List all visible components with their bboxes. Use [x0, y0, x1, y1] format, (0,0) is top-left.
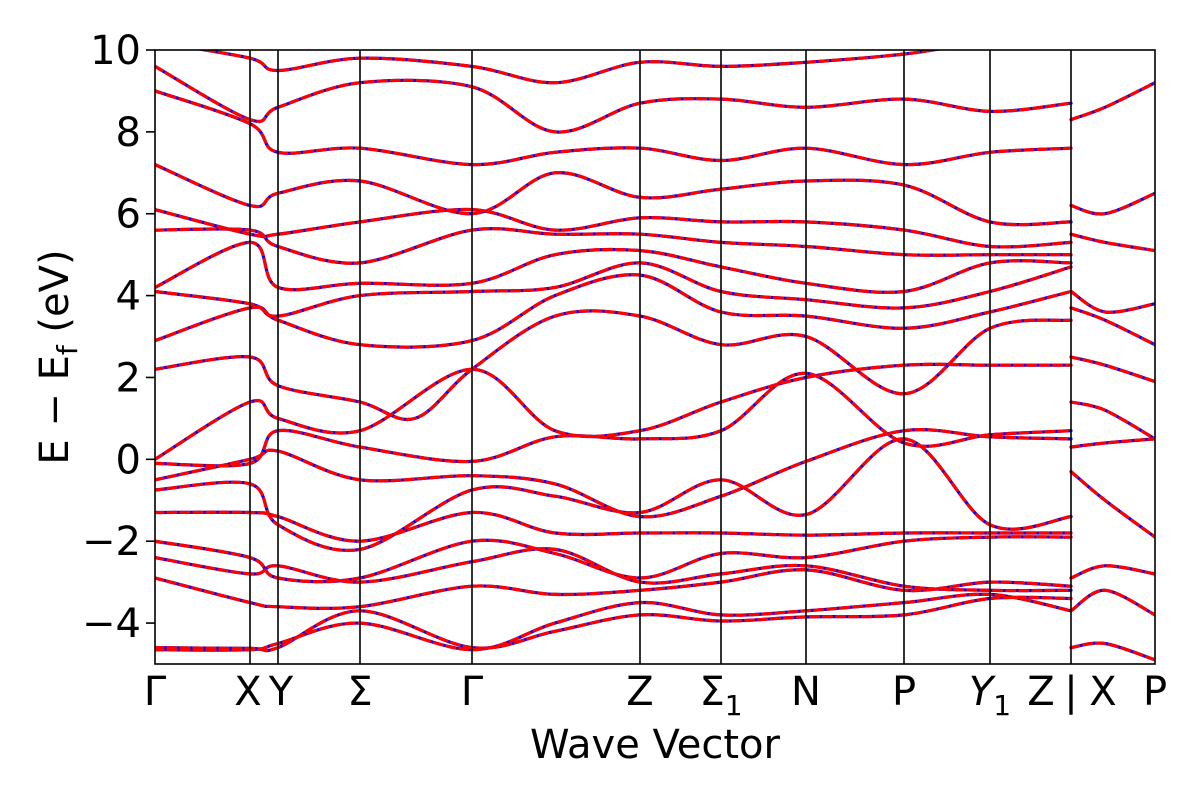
band-30-series-1: [1069, 191, 1155, 216]
band-28-series-1: [1069, 289, 1155, 314]
band-25-series-0: [1069, 400, 1155, 441]
x-tick-label-6-main: Σ: [699, 669, 724, 715]
x-tick-label-4-main: Γ: [461, 669, 484, 715]
x-tick-label-7-main: N: [791, 669, 821, 715]
x-tick-label-8-main: P: [892, 669, 916, 715]
band-19-series-0: [195, 50, 943, 85]
x-tick-label-1: X: [234, 669, 261, 715]
x-tick-label-13-main: P: [1143, 669, 1167, 715]
band-22-series-1: [1069, 564, 1155, 580]
plot-frame: [154, 49, 1156, 665]
x-tick-label-10: Z: [1027, 669, 1054, 715]
y-axis-label-unit: (eV): [32, 249, 78, 345]
y-axis-label: E − Ef (eV): [32, 249, 84, 464]
x-tick-label-12-main: X: [1089, 669, 1116, 715]
y-tick-label-3: 2: [116, 355, 141, 401]
y-tick-label-1: −2: [82, 519, 141, 565]
band-15-series-1: [155, 207, 1073, 249]
x-tick-label-8: P: [892, 669, 916, 715]
band-10-series-1: [155, 309, 1073, 422]
band-7-series-1: [155, 428, 1073, 519]
y-tick-label-5: 6: [116, 192, 141, 238]
band-13-series-1: [155, 240, 1073, 294]
band-21-series-1: [1069, 588, 1155, 617]
kpoint-lines: [249, 50, 1072, 664]
x-tick-label-10-main: Z: [1027, 669, 1054, 715]
x-tick-label-6: Σ1: [699, 669, 742, 722]
y-axis-ticks: −4 −2 0 2 4 6 8 10: [82, 28, 155, 647]
band-7-series-0: [155, 428, 1073, 519]
y-tick-label-4: 4: [116, 274, 141, 320]
band-5-series-1: [155, 510, 1073, 543]
band-26-series-1: [1069, 355, 1155, 384]
band-21-series-0: [1069, 588, 1155, 617]
x-tick-label-13: P: [1143, 669, 1167, 715]
band-4-series-0: [155, 535, 1073, 584]
x-tick-label-9: Y1: [969, 669, 1011, 722]
band-27-series-1: [1069, 306, 1155, 347]
x-tick-label-1-main: X: [234, 669, 261, 715]
bands-layer: [155, 50, 1155, 662]
band-5-series-0: [155, 510, 1073, 543]
x-tick-label-2: Y: [268, 669, 294, 715]
y-tick-label-6: 8: [116, 110, 141, 156]
band-8-series-0: [155, 371, 1073, 468]
x-axis-label: Wave Vector: [530, 722, 781, 768]
y-axis-label-subscript: f: [51, 344, 84, 355]
x-tick-label-12: X: [1089, 669, 1116, 715]
band-24-series-1: [1069, 437, 1155, 449]
band-16-series-0: [155, 163, 1073, 227]
band-8-series-1: [155, 371, 1073, 468]
x-tick-label-9-main: Y: [969, 669, 997, 715]
y-tick-label-0: −4: [82, 601, 141, 647]
x-tick-label-11-main: |: [1064, 669, 1077, 715]
band-18-series-1: [155, 64, 1073, 134]
x-axis-ticks: Γ X Y Σ Γ Z Σ1 N P Y1 Z | X P: [144, 669, 1167, 722]
x-tick-label-2-main: Y: [268, 669, 294, 715]
band-12-series-1: [155, 261, 1073, 318]
band-29-series-1: [1069, 232, 1155, 253]
x-tick-label-0-main: Γ: [144, 669, 167, 715]
band-18-series-0: [155, 64, 1073, 134]
x-tick-label-7: N: [791, 669, 821, 715]
band-20-series-1: [1069, 641, 1155, 662]
x-tick-label-3: Σ: [347, 669, 372, 715]
y-tick-label-7: 10: [90, 28, 141, 74]
band-19-series-1: [195, 50, 943, 85]
x-tick-label-4: Γ: [461, 669, 484, 715]
x-tick-label-3-main: Σ: [347, 669, 372, 715]
x-tick-label-6-subscript: 1: [725, 689, 743, 722]
band-3-series-1: [155, 547, 1073, 593]
y-tick-label-2: 0: [116, 437, 141, 483]
band-2-series-1: [155, 568, 1073, 610]
band-31-series-1: [1069, 81, 1155, 122]
band-25-series-1: [1069, 400, 1155, 441]
y-axis-label-main: E − E: [32, 355, 78, 465]
x-tick-label-9-subscript: 1: [993, 689, 1011, 722]
x-tick-label-5-main: Z: [626, 669, 653, 715]
x-tick-label-11: |: [1064, 669, 1077, 715]
band-23-series-1: [1069, 470, 1155, 539]
band-15-series-0: [155, 207, 1073, 249]
x-tick-label-0: Γ: [144, 669, 167, 715]
x-tick-label-5: Z: [626, 669, 653, 715]
